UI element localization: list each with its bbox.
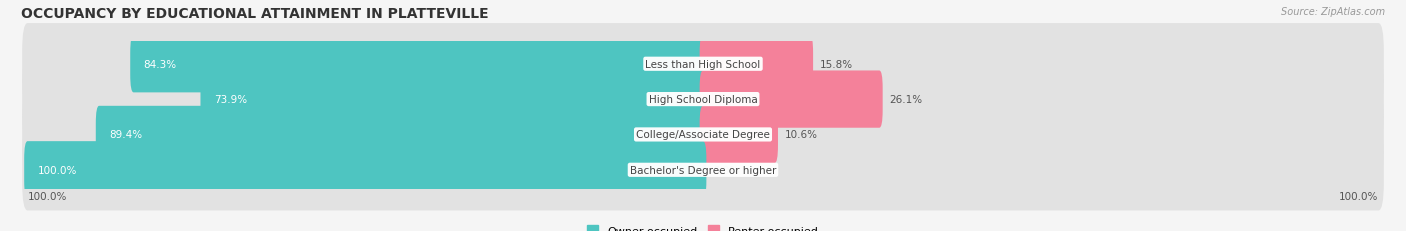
- FancyBboxPatch shape: [96, 106, 706, 163]
- Text: 73.9%: 73.9%: [214, 95, 247, 105]
- FancyBboxPatch shape: [22, 94, 1384, 175]
- FancyBboxPatch shape: [700, 36, 813, 93]
- Text: 100.0%: 100.0%: [1339, 191, 1378, 201]
- Text: Bachelor's Degree or higher: Bachelor's Degree or higher: [630, 165, 776, 175]
- Text: 89.4%: 89.4%: [110, 130, 142, 140]
- Text: Source: ZipAtlas.com: Source: ZipAtlas.com: [1281, 7, 1385, 17]
- Text: Less than High School: Less than High School: [645, 59, 761, 70]
- Text: 10.6%: 10.6%: [785, 130, 818, 140]
- FancyBboxPatch shape: [201, 71, 706, 128]
- FancyBboxPatch shape: [22, 59, 1384, 140]
- FancyBboxPatch shape: [131, 36, 706, 93]
- FancyBboxPatch shape: [22, 130, 1384, 210]
- Text: College/Associate Degree: College/Associate Degree: [636, 130, 770, 140]
- Text: High School Diploma: High School Diploma: [648, 95, 758, 105]
- Text: OCCUPANCY BY EDUCATIONAL ATTAINMENT IN PLATTEVILLE: OCCUPANCY BY EDUCATIONAL ATTAINMENT IN P…: [21, 7, 489, 21]
- Legend: Owner-occupied, Renter-occupied: Owner-occupied, Renter-occupied: [582, 221, 824, 231]
- Text: 15.8%: 15.8%: [820, 59, 853, 70]
- Text: 100.0%: 100.0%: [28, 191, 67, 201]
- FancyBboxPatch shape: [700, 106, 778, 163]
- FancyBboxPatch shape: [24, 142, 706, 199]
- Text: 0.0%: 0.0%: [713, 165, 740, 175]
- Text: 100.0%: 100.0%: [38, 165, 77, 175]
- Text: 26.1%: 26.1%: [890, 95, 922, 105]
- FancyBboxPatch shape: [22, 24, 1384, 105]
- FancyBboxPatch shape: [700, 71, 883, 128]
- Text: 84.3%: 84.3%: [143, 59, 177, 70]
